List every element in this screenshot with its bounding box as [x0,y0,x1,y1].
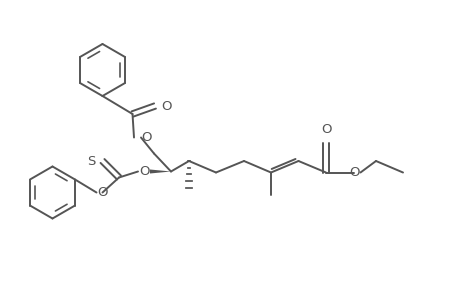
Text: O: O [141,131,151,144]
Text: O: O [161,100,172,112]
Text: S: S [87,154,95,167]
Text: O: O [139,165,149,178]
Polygon shape [150,169,171,173]
Text: O: O [97,187,107,200]
Text: O: O [320,122,330,136]
Text: O: O [348,166,358,179]
